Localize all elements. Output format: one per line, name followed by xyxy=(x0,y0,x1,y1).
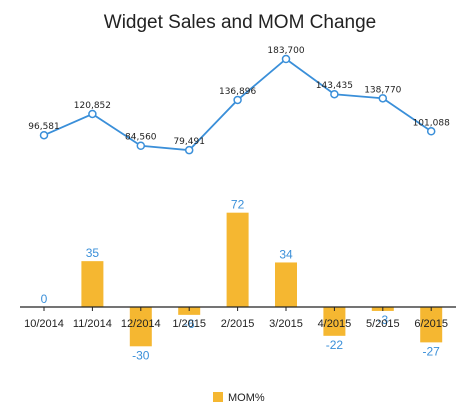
bar-label: -27 xyxy=(423,344,441,358)
line-point xyxy=(184,145,194,155)
line-series: 96,581 120,852 84,560 79,491 136,896 183,700 1… xyxy=(28,46,450,155)
legend: MOM% xyxy=(213,392,265,404)
line-value-label: 120,852 xyxy=(74,101,111,111)
x-tick-label: 2/2015 xyxy=(221,318,255,330)
x-tick-label: 4/2015 xyxy=(318,318,352,330)
x-tick-label: 3/2015 xyxy=(269,318,303,330)
line-value-label: 79,491 xyxy=(173,137,205,147)
legend-swatch xyxy=(213,392,223,402)
line-value-label: 138,770 xyxy=(364,85,401,95)
line-point xyxy=(426,127,436,136)
line-value-label: 143,435 xyxy=(316,81,353,91)
bar-label: -30 xyxy=(132,348,150,362)
bar-4/2015 xyxy=(323,307,346,336)
line-value-label: 96,581 xyxy=(28,122,60,132)
x-tick-label: 12/2014 xyxy=(121,318,161,330)
x-tick-label: 6/2015 xyxy=(414,318,448,330)
line-point xyxy=(39,130,49,140)
line-value-label: 136,896 xyxy=(219,87,256,97)
line-point xyxy=(378,94,388,103)
bar-group: 0 35 -30 -6 72 34 -22 -3 -27 xyxy=(41,198,443,362)
x-tick-label: 10/2014 xyxy=(24,318,64,330)
bar-label: 35 xyxy=(86,246,100,260)
line-point xyxy=(281,54,291,64)
bar-label: 72 xyxy=(231,198,245,212)
line-value-label: 84,560 xyxy=(125,133,157,143)
bar-label: -6 xyxy=(184,317,195,331)
line-value-label: 101,088 xyxy=(413,118,450,128)
line-point xyxy=(88,109,97,119)
line-point xyxy=(233,95,242,105)
bar-label: 34 xyxy=(279,247,293,261)
line-point xyxy=(136,141,146,150)
line-point xyxy=(330,89,339,99)
legend-label: MOM% xyxy=(228,392,265,404)
bar-3/2015 xyxy=(275,262,297,307)
line-value-label: 183,700 xyxy=(267,46,304,56)
x-tick-label: 5/2015 xyxy=(366,318,400,330)
bar-label: 0 xyxy=(41,292,48,306)
bar-11/2014 xyxy=(81,261,104,307)
x-axis-ticks: 10/2014 11/2014 12/2014 1/2015 2/2015 3/2015 4… xyxy=(24,307,448,330)
bar-label: -3 xyxy=(377,313,388,327)
x-tick-label: 11/2014 xyxy=(73,318,112,330)
bar-2/2015 xyxy=(226,212,249,307)
bar-6/2015 xyxy=(420,307,443,343)
x-tick-label: 1/2015 xyxy=(172,318,206,330)
bar-12/2014 xyxy=(129,307,152,347)
chart-title: Widget Sales and MOM Change xyxy=(104,12,376,33)
bar-label: -22 xyxy=(326,338,344,352)
